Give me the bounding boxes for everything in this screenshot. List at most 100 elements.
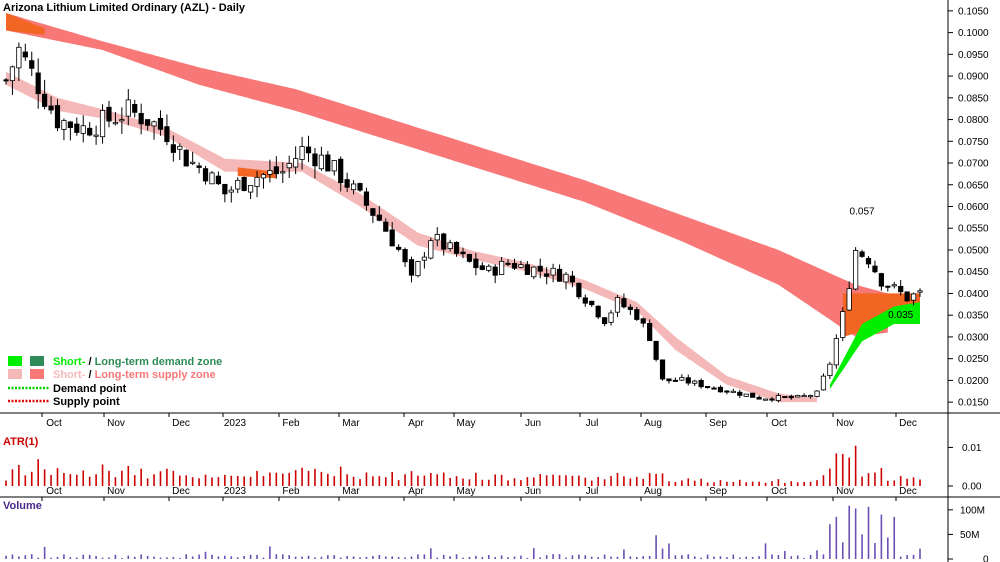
candle <box>756 395 762 400</box>
x-tick-label: Dec <box>899 418 917 429</box>
candle <box>846 281 852 311</box>
candle <box>743 393 749 397</box>
candle <box>74 117 80 136</box>
candle <box>202 165 209 185</box>
candle <box>331 160 337 176</box>
candle <box>614 295 621 318</box>
atr-bars <box>5 445 921 486</box>
candle <box>254 170 260 198</box>
atr-y-axis: 0.01 0.00 <box>948 443 982 493</box>
candle <box>569 270 576 288</box>
x-tick-label: Mar <box>342 486 360 497</box>
volume-y-tick-label: 100M <box>960 505 985 516</box>
y-tick-label: 0.0200 <box>958 376 989 387</box>
candle <box>3 77 9 85</box>
y-tick-label: 0.0700 <box>958 159 989 170</box>
x-tick-label: Oct <box>771 486 787 497</box>
candle <box>267 159 273 183</box>
volume-title: Volume <box>3 500 42 512</box>
candle <box>775 393 781 403</box>
candle <box>177 143 183 160</box>
candle <box>389 222 395 247</box>
volume-y-axis: 100M 50M 0 <box>948 505 989 562</box>
candle <box>370 207 376 224</box>
candle <box>215 171 222 185</box>
candle <box>827 361 833 379</box>
candle <box>698 378 704 389</box>
short-term-demand-zone <box>829 302 920 390</box>
candle <box>878 272 884 291</box>
x-tick-label: Nov <box>107 486 125 497</box>
candle <box>531 266 537 280</box>
candle <box>814 390 820 398</box>
candle <box>659 359 666 381</box>
candle <box>750 392 756 398</box>
candle <box>679 374 685 381</box>
candle <box>93 125 99 145</box>
candle <box>492 264 498 284</box>
candle <box>466 253 473 263</box>
candle <box>299 136 305 170</box>
candle <box>293 146 299 175</box>
candle <box>704 386 711 389</box>
candle <box>112 112 119 126</box>
candle <box>788 394 794 400</box>
candle <box>608 310 614 326</box>
candle <box>685 374 691 386</box>
candle <box>904 291 910 302</box>
volume-panel: Volume 100M 50M 0 <box>3 497 989 562</box>
candle <box>235 177 241 194</box>
price-y-axis: 0.1050 0.1000 0.0950 0.0900 0.0850 0.0800 0.07… <box>948 6 989 409</box>
y-tick-label: 0.0600 <box>958 202 989 213</box>
chart-title: Arizona Lithium Limited Ordinary (AZL) -… <box>3 2 246 14</box>
x-tick-label: Nov <box>836 486 854 497</box>
candle <box>692 379 698 386</box>
candle <box>35 58 41 109</box>
candle <box>782 396 788 399</box>
x-tick-label: Dec <box>172 418 190 429</box>
candle <box>672 377 679 382</box>
candle <box>602 317 608 327</box>
candle <box>518 260 524 269</box>
candle <box>730 388 736 393</box>
candle <box>247 185 254 200</box>
x-tick-label: Sep <box>709 418 727 429</box>
candle <box>164 114 170 146</box>
candle <box>556 264 563 282</box>
candle <box>209 171 215 185</box>
candle <box>357 182 363 192</box>
candle <box>647 319 653 342</box>
candle <box>717 385 724 393</box>
candle <box>524 261 530 275</box>
short-term-supply-zone <box>6 71 817 403</box>
candle <box>183 149 189 167</box>
candle <box>479 262 485 271</box>
atr-x-axis: Oct Nov Dec 2023 Feb Mar Apr May Jun Jul Aug Sep Oct… <box>41 486 917 501</box>
candle <box>453 241 460 257</box>
candle <box>898 279 904 296</box>
candle <box>222 183 228 203</box>
y-tick-label: 0.0350 <box>958 311 989 322</box>
x-tick-label: May <box>457 418 476 429</box>
candle <box>460 247 466 259</box>
x-tick-label: Apr <box>408 418 424 429</box>
x-tick-label: Feb <box>282 418 300 429</box>
price-annotation: 0.035 <box>888 310 913 321</box>
y-tick-label: 0.0500 <box>958 245 989 256</box>
candle <box>80 115 86 143</box>
y-tick-label: 0.0650 <box>958 180 989 191</box>
candle <box>872 260 878 274</box>
candle <box>170 135 176 162</box>
y-tick-label: 0.0300 <box>958 332 989 343</box>
candle <box>402 247 408 267</box>
candle <box>795 394 801 398</box>
candle <box>627 304 633 316</box>
x-tick-label: Nov <box>836 418 854 429</box>
candle <box>318 146 324 171</box>
x-tick-label: Sep <box>709 486 727 497</box>
x-tick-label: Dec <box>172 486 190 497</box>
y-tick-label: 0.0850 <box>958 93 989 104</box>
candles-layer <box>3 42 923 403</box>
